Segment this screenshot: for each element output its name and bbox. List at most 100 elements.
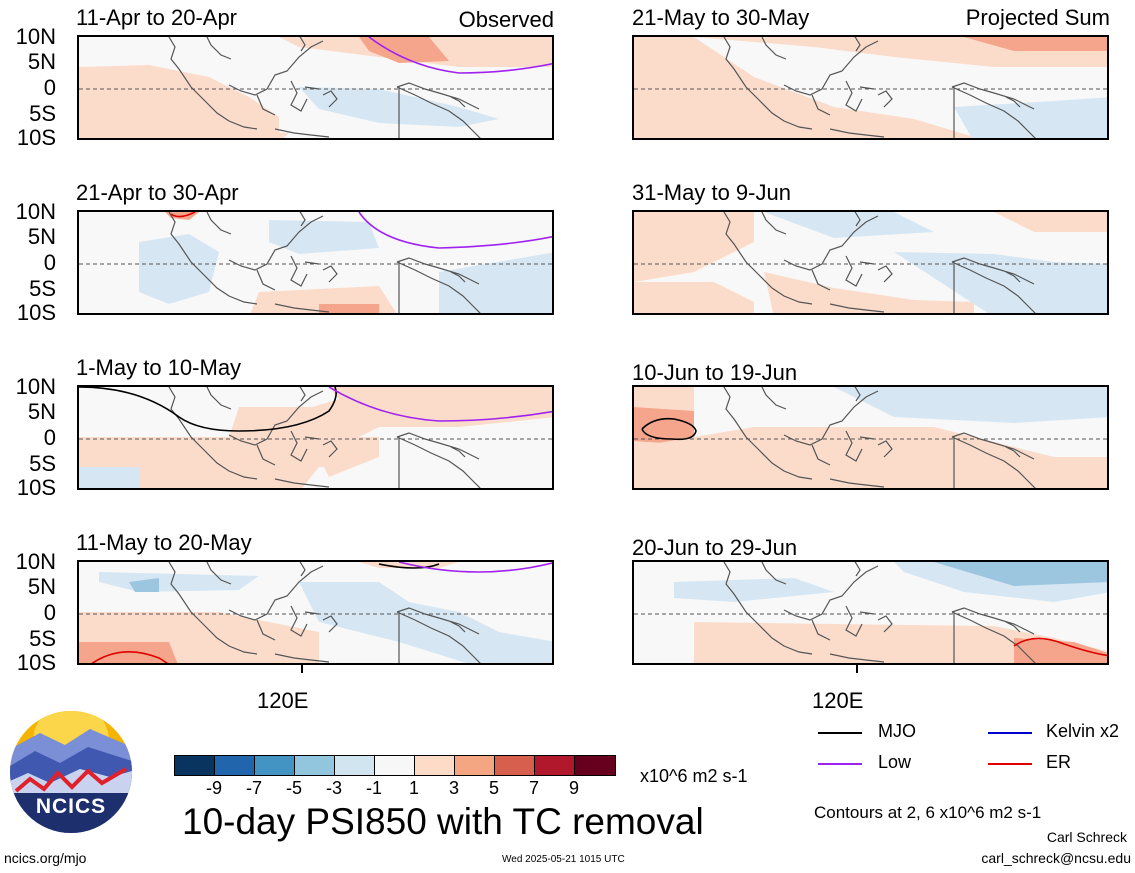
lat-label: 0 xyxy=(43,250,56,275)
map-shading xyxy=(79,37,552,138)
panel-left-1-tag: Observed xyxy=(458,7,554,32)
map-shading xyxy=(634,562,1107,663)
er-contour xyxy=(170,212,196,218)
anomaly-region xyxy=(894,252,1107,313)
lat-label: 0 xyxy=(43,75,56,100)
anomaly-region xyxy=(834,387,1107,423)
lat-label: 5N xyxy=(27,224,56,249)
map-shading xyxy=(79,387,552,488)
legend-er-line xyxy=(988,763,1032,765)
colorbar-swatch xyxy=(575,756,615,775)
colorbar-tick-label: -1 xyxy=(365,778,382,798)
low-contour xyxy=(368,37,552,74)
coastline xyxy=(168,562,481,663)
colorbar-tick-label: 5 xyxy=(488,778,499,798)
lat-label: 0 xyxy=(43,600,56,625)
coastline xyxy=(723,212,1036,313)
lat-label: 5S xyxy=(29,101,56,126)
anomaly-region xyxy=(934,562,1107,586)
colorbar-tick-label: 7 xyxy=(528,778,539,798)
lat-label: 5S xyxy=(29,451,56,476)
author: Carl Schreck xyxy=(1046,829,1127,845)
anomaly-region xyxy=(439,252,552,313)
lat-label: 5N xyxy=(27,49,56,74)
panel-right-1-title: 21-May to 30-May xyxy=(632,5,810,30)
anomaly-region xyxy=(1014,638,1107,663)
lat-label: 10N xyxy=(15,374,56,399)
panel-right-1-tag: Projected Sum xyxy=(965,5,1110,30)
lat-label: 10S xyxy=(16,475,56,500)
lat-label: 5S xyxy=(29,626,56,651)
timestamp: Wed 2025-05-21 1015 UTC xyxy=(502,854,625,865)
mjo-contour xyxy=(378,563,440,569)
logo-text: NCICS xyxy=(35,795,107,818)
anomaly-region xyxy=(634,37,974,138)
lat-label: 10N xyxy=(15,199,56,224)
map-panel-left-4 xyxy=(77,560,554,665)
anomaly-region xyxy=(954,97,1107,138)
legend-kelvin-line xyxy=(988,732,1032,734)
coastline xyxy=(723,562,1036,663)
anomaly-region xyxy=(994,212,1107,232)
map-panel-left-3 xyxy=(77,385,554,490)
legend-er-label: ER xyxy=(1046,752,1072,772)
lat-label: 5S xyxy=(29,276,56,301)
anomaly-region xyxy=(964,37,1107,51)
mjo-contour xyxy=(641,417,697,441)
anomaly-region xyxy=(202,129,289,138)
map-shading xyxy=(634,212,1107,313)
coastline xyxy=(168,387,481,488)
anomaly-region xyxy=(634,427,1107,488)
x-tick xyxy=(301,665,303,673)
colorbar-tick-label: -7 xyxy=(245,778,262,798)
colorbar-swatch xyxy=(175,756,215,775)
legend-low-line xyxy=(818,763,862,765)
legend-mjo-label: MJO xyxy=(878,721,916,741)
anomaly-region xyxy=(79,467,139,488)
source-url[interactable]: ncics.org/mjo xyxy=(4,850,87,866)
anomaly-region xyxy=(674,578,834,602)
panel-left-2-title: 21-Apr to 30-Apr xyxy=(76,180,239,205)
legend-kelvin-label: Kelvin x2 xyxy=(1046,721,1120,741)
low-contour xyxy=(328,387,552,422)
map-panel-right-4 xyxy=(632,560,1109,665)
low-contour xyxy=(358,212,552,249)
colorbar-swatch xyxy=(215,756,255,775)
colorbar-tick-label: -5 xyxy=(285,778,302,798)
lon-label-left: 120E xyxy=(257,688,309,713)
panel-right-2-title: 31-May to 9-Jun xyxy=(632,180,791,205)
lat-label: 0 xyxy=(43,425,56,450)
coastline xyxy=(723,37,1036,138)
anomaly-region xyxy=(764,272,974,313)
anomaly-region xyxy=(634,282,754,313)
colorbar-swatch xyxy=(375,756,415,775)
map-shading xyxy=(79,562,552,663)
colorbar-swatch xyxy=(415,756,455,775)
colorbar-swatch xyxy=(495,756,535,775)
colorbar-tick-label: -9 xyxy=(205,778,222,798)
colorbar-swatch xyxy=(335,756,375,775)
coastline xyxy=(168,212,481,313)
anomaly-region xyxy=(694,622,1107,663)
ncics-logo: NCICS xyxy=(10,711,132,833)
anomaly-region xyxy=(269,220,379,254)
anomaly-region xyxy=(319,437,379,477)
map-panel-left-1 xyxy=(77,35,554,140)
colorbar-tick-label: 9 xyxy=(568,778,579,798)
map-panel-right-3 xyxy=(632,385,1109,490)
colorbar-tick-label: 3 xyxy=(448,778,459,798)
lat-label: 5N xyxy=(27,399,56,424)
lat-label: 10S xyxy=(16,650,56,675)
legend-low-label: Low xyxy=(878,752,912,772)
legend-mjo-line xyxy=(818,732,862,734)
panel-right-4-title: 20-Jun to 29-Jun xyxy=(632,535,798,560)
low-contour xyxy=(398,562,552,573)
map-shading xyxy=(634,387,1107,488)
lat-label: 10N xyxy=(15,24,56,49)
anomaly-region xyxy=(319,304,379,313)
anomaly-region xyxy=(99,572,259,592)
panel-left-4-title: 11-May to 20-May xyxy=(76,530,252,555)
colorbar-tick-label: 1 xyxy=(408,778,419,798)
lat-label: 5N xyxy=(27,574,56,599)
mjo-contour xyxy=(79,387,337,432)
